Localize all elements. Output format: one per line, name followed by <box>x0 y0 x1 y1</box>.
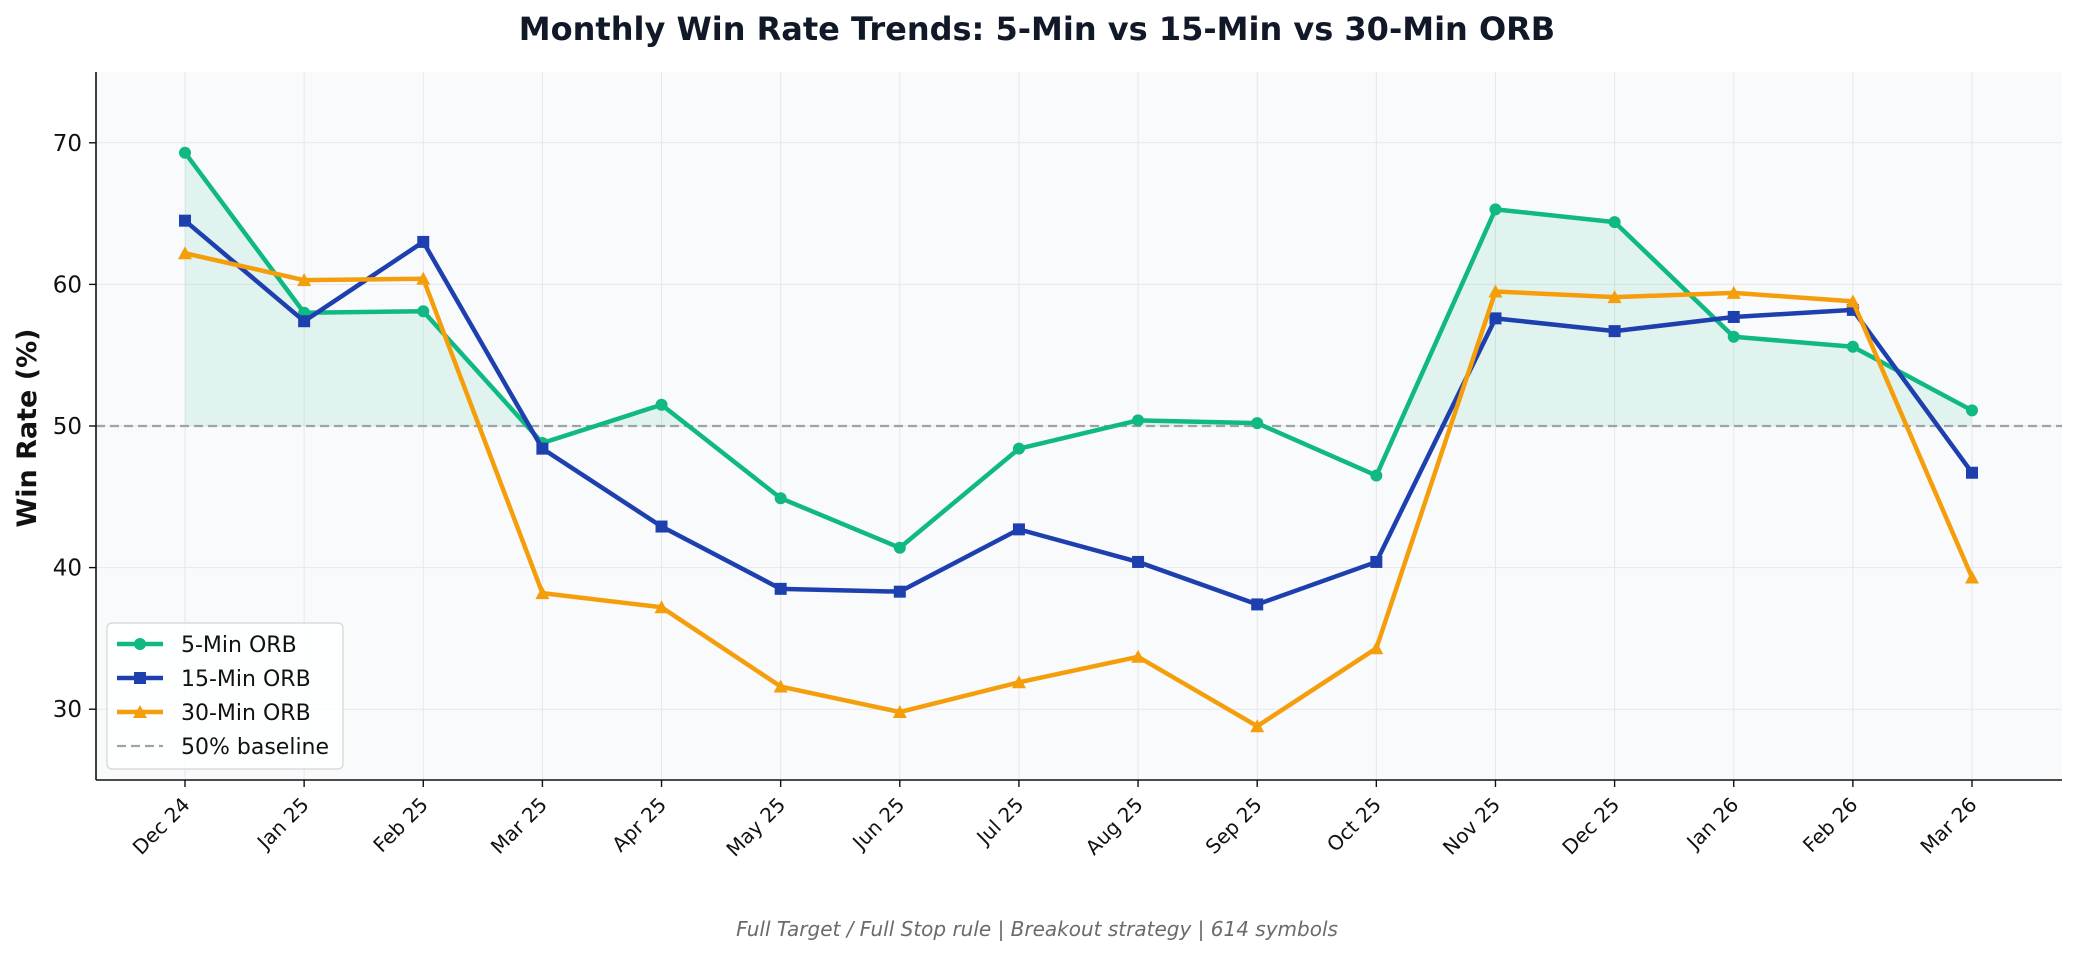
legend-marker <box>133 705 147 718</box>
y-tick-label: 30 <box>53 697 82 723</box>
data-point <box>1607 290 1622 304</box>
data-point <box>774 492 787 505</box>
data-point <box>416 271 431 285</box>
data-point <box>1011 675 1026 689</box>
data-point <box>1012 523 1025 536</box>
legend-marker <box>134 638 146 650</box>
data-point <box>892 705 907 719</box>
chart-title: Monthly Win Rate Trends: 5-Min vs 15-Min… <box>519 10 1555 48</box>
y-tick-label: 40 <box>53 556 82 582</box>
legend-label: 5-Min ORB <box>181 633 297 658</box>
x-tick-label: Nov 25 <box>1438 793 1505 860</box>
data-point <box>298 315 311 328</box>
data-point <box>1846 340 1859 353</box>
data-point <box>417 305 430 318</box>
data-point <box>1132 414 1145 427</box>
legend-box <box>106 622 344 770</box>
x-tick-label: Jan 26 <box>1681 793 1744 856</box>
data-point <box>1727 310 1740 323</box>
axes <box>89 72 2062 787</box>
legend-label: 15-Min ORB <box>181 667 311 692</box>
data-point <box>1250 719 1265 733</box>
x-tick-label: Jul 25 <box>971 793 1029 851</box>
series-line <box>182 218 1975 607</box>
x-tick-label: Mar 26 <box>1915 793 1981 859</box>
x-tick-label: May 25 <box>722 793 791 862</box>
series-line <box>182 150 1975 551</box>
x-tick-label: Feb 26 <box>1798 793 1863 858</box>
data-point <box>179 146 191 159</box>
data-point <box>1966 404 1978 417</box>
x-tick-label: Dec 25 <box>1557 793 1624 860</box>
y-tick-label: 70 <box>53 131 82 157</box>
x-tick-label: Jun 25 <box>846 793 909 856</box>
legend: 5-Min ORB 15-Min ORB 30-Min ORB 50% baselin… <box>106 622 344 770</box>
data-point <box>1726 285 1741 299</box>
data-point <box>655 520 668 533</box>
data-point <box>1489 203 1502 216</box>
series-1 <box>179 214 1978 611</box>
data-point <box>654 600 669 614</box>
data-point <box>1370 555 1383 568</box>
data-point <box>1608 325 1621 338</box>
data-point <box>1369 641 1384 655</box>
x-tick-label: Oct 25 <box>1322 793 1386 857</box>
data-point <box>1132 555 1145 568</box>
x-tick-label: Feb 25 <box>368 793 433 858</box>
data-point <box>179 214 191 227</box>
data-point <box>1251 598 1264 611</box>
data-point <box>774 582 787 595</box>
data-point <box>1012 442 1025 455</box>
series-line <box>182 250 1975 729</box>
fill-region <box>1398 209 1972 426</box>
data-point <box>1965 570 1979 584</box>
data-point <box>535 586 550 600</box>
data-point <box>1845 294 1860 308</box>
x-tick-labels: Dec 24 Jan 25 Feb 25 Mar 25 Apr 25 May 25 Jun … <box>128 793 1982 862</box>
x-tick-label: Sep 25 <box>1201 793 1267 859</box>
y-tick-label: 50 <box>53 414 82 440</box>
fill-region <box>185 152 528 426</box>
x-tick-label: Aug 25 <box>1081 793 1148 860</box>
x-tick-label: Dec 24 <box>128 793 195 860</box>
data-point <box>417 235 430 248</box>
y-axis-label: Win Rate (%) <box>12 328 43 527</box>
legend-label: 50% baseline <box>181 735 329 760</box>
data-point <box>655 398 668 411</box>
data-point <box>1489 312 1502 325</box>
data-point <box>893 585 906 598</box>
data-point <box>1488 284 1503 298</box>
data-point <box>297 273 312 287</box>
series-2 <box>178 246 1979 733</box>
data-point <box>893 541 906 554</box>
x-tick-label: Apr 25 <box>607 793 671 857</box>
series-layer <box>178 146 1979 733</box>
data-point <box>1131 649 1146 663</box>
y-tick-labels: 30 40 50 60 70 <box>53 131 82 723</box>
x-tick-label: Mar 25 <box>486 793 552 859</box>
data-point <box>1251 417 1264 430</box>
data-point <box>1370 469 1383 482</box>
footer-note: Full Target / Full Stop rule | Breakout … <box>736 917 1338 941</box>
series-0 <box>179 146 1978 554</box>
legend-marker <box>134 672 146 684</box>
data-point <box>536 442 549 455</box>
data-point <box>773 679 788 693</box>
data-point <box>1966 466 1978 479</box>
x-tick-label: Jan 25 <box>251 793 314 856</box>
legend-label: 30-Min ORB <box>181 701 311 726</box>
data-point <box>1608 216 1621 229</box>
y-tick-label: 60 <box>53 272 82 298</box>
data-point <box>178 246 192 260</box>
data-point <box>1727 330 1740 343</box>
